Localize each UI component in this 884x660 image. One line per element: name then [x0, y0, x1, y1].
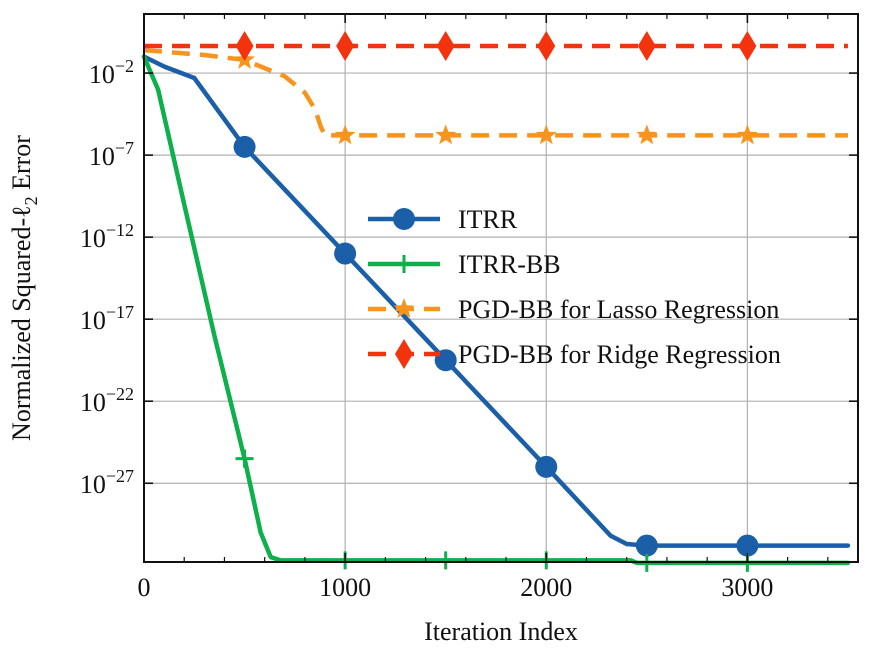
legend-label: ITRR [458, 205, 518, 234]
legend-item: PGD-BB for Ridge Regression [368, 339, 781, 369]
data-point-marker [436, 30, 455, 61]
legend-marker [395, 339, 413, 369]
data-point-marker [535, 455, 558, 478]
data-point-marker [736, 534, 759, 557]
tick-labels: 0 1000 2000 3000 10−2 10−7 10−12 10−17 10−22 10−2… [80, 56, 774, 602]
y-tick-label: 10−12 [80, 220, 134, 253]
series-line [143, 47, 848, 138]
legend-marker [395, 255, 413, 273]
data-point-marker [235, 449, 254, 468]
legend-label: PGD-BB for Lasso Regression [458, 295, 779, 324]
y-axis-label-sub: 2 [21, 196, 41, 205]
legend: ITRR ITRR-BB PGD-BB for Lasso Regression PG… [368, 205, 781, 369]
x-axis-label: Iteration Index [424, 617, 578, 646]
data-point-marker [334, 124, 356, 145]
legend-item: ITRR [368, 205, 518, 234]
series-2 [143, 47, 848, 145]
y-tick-label: 10−17 [80, 302, 134, 335]
data-point-marker [436, 551, 455, 570]
y-tick-label: 10−22 [80, 384, 134, 417]
x-tick-label: 2000 [520, 573, 572, 602]
series-0 [141, 54, 851, 557]
legend-marker [393, 298, 415, 318]
y-tick-label: 10−27 [80, 466, 134, 499]
legend-label: PGD-BB for Ridge Regression [458, 340, 781, 369]
y-tick-label: 10−2 [89, 56, 134, 89]
data-point-marker [336, 30, 355, 61]
data-point-marker [435, 124, 457, 145]
x-tick-label: 0 [138, 573, 151, 602]
data-point-marker [736, 124, 758, 145]
series-3 [144, 30, 848, 61]
data-point-marker [537, 30, 556, 61]
data-point-marker [334, 242, 357, 265]
data-point-marker [636, 124, 658, 145]
series-layer [141, 30, 851, 572]
data-point-marker [635, 534, 658, 557]
data-point-marker [637, 30, 656, 61]
data-point-marker [434, 349, 457, 372]
ticks [143, 14, 858, 562]
data-point-marker [535, 124, 557, 145]
series-line [141, 54, 851, 548]
data-point-marker [738, 30, 757, 61]
legend-item: PGD-BB for Lasso Regression [368, 295, 779, 324]
legend-label: ITRR-BB [458, 250, 561, 279]
data-point-marker [235, 30, 254, 61]
plot-frame [143, 13, 859, 563]
x-tick-label: 1000 [319, 573, 371, 602]
y-axis-label-part: Normalized Squared-ℓ [7, 205, 36, 441]
data-point-marker [233, 135, 256, 158]
y-axis-label: Normalized Squared-ℓ2 Error [7, 135, 41, 441]
x-tick-label: 3000 [721, 573, 773, 602]
grid [144, 14, 858, 562]
y-axis-label-part: Error [7, 135, 36, 197]
y-tick-label: 10−7 [89, 138, 134, 171]
legend-item: ITRR-BB [368, 250, 561, 279]
legend-marker [393, 208, 415, 230]
